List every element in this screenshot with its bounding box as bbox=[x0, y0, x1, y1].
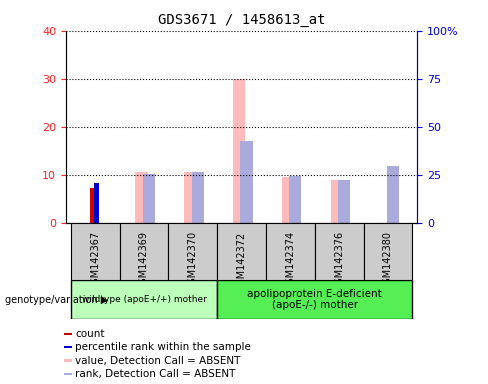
Text: GSM142380: GSM142380 bbox=[383, 231, 393, 290]
Bar bbox=[289, 176, 301, 223]
Bar bbox=[71, 223, 120, 280]
Text: apolipoprotein E-deficient
(apoE-/-) mother: apolipoprotein E-deficient (apoE-/-) mot… bbox=[247, 289, 382, 310]
Text: GSM142374: GSM142374 bbox=[285, 231, 295, 290]
Text: GSM142372: GSM142372 bbox=[237, 231, 246, 291]
Text: GSM142370: GSM142370 bbox=[188, 231, 198, 290]
Bar bbox=[94, 183, 99, 223]
Bar bbox=[71, 280, 217, 319]
Bar bbox=[241, 141, 253, 223]
Text: count: count bbox=[76, 329, 105, 339]
Bar bbox=[364, 223, 412, 280]
Bar bbox=[63, 333, 72, 335]
Text: genotype/variation ▶: genotype/variation ▶ bbox=[5, 295, 108, 305]
Bar bbox=[168, 223, 217, 280]
Bar bbox=[63, 372, 72, 375]
Bar bbox=[315, 223, 364, 280]
Bar bbox=[136, 172, 148, 223]
Bar bbox=[233, 79, 245, 223]
Bar bbox=[217, 223, 266, 280]
Bar bbox=[331, 180, 343, 223]
Text: GSM142376: GSM142376 bbox=[334, 231, 344, 290]
Text: percentile rank within the sample: percentile rank within the sample bbox=[76, 342, 251, 353]
Bar bbox=[282, 177, 294, 223]
Bar bbox=[217, 280, 412, 319]
Bar bbox=[90, 188, 95, 223]
Title: GDS3671 / 1458613_at: GDS3671 / 1458613_at bbox=[158, 13, 325, 27]
Text: value, Detection Call = ABSENT: value, Detection Call = ABSENT bbox=[76, 356, 241, 366]
Bar bbox=[63, 346, 72, 349]
Bar bbox=[266, 223, 315, 280]
Bar bbox=[63, 359, 72, 362]
Bar bbox=[192, 172, 204, 223]
Bar bbox=[338, 180, 350, 223]
Bar bbox=[143, 174, 155, 223]
Text: GSM142369: GSM142369 bbox=[139, 231, 149, 290]
Bar bbox=[387, 166, 399, 223]
Bar bbox=[184, 172, 197, 223]
Text: rank, Detection Call = ABSENT: rank, Detection Call = ABSENT bbox=[76, 369, 236, 379]
Text: wildtype (apoE+/+) mother: wildtype (apoE+/+) mother bbox=[81, 295, 206, 304]
Text: GSM142367: GSM142367 bbox=[90, 231, 100, 290]
Bar bbox=[120, 223, 168, 280]
